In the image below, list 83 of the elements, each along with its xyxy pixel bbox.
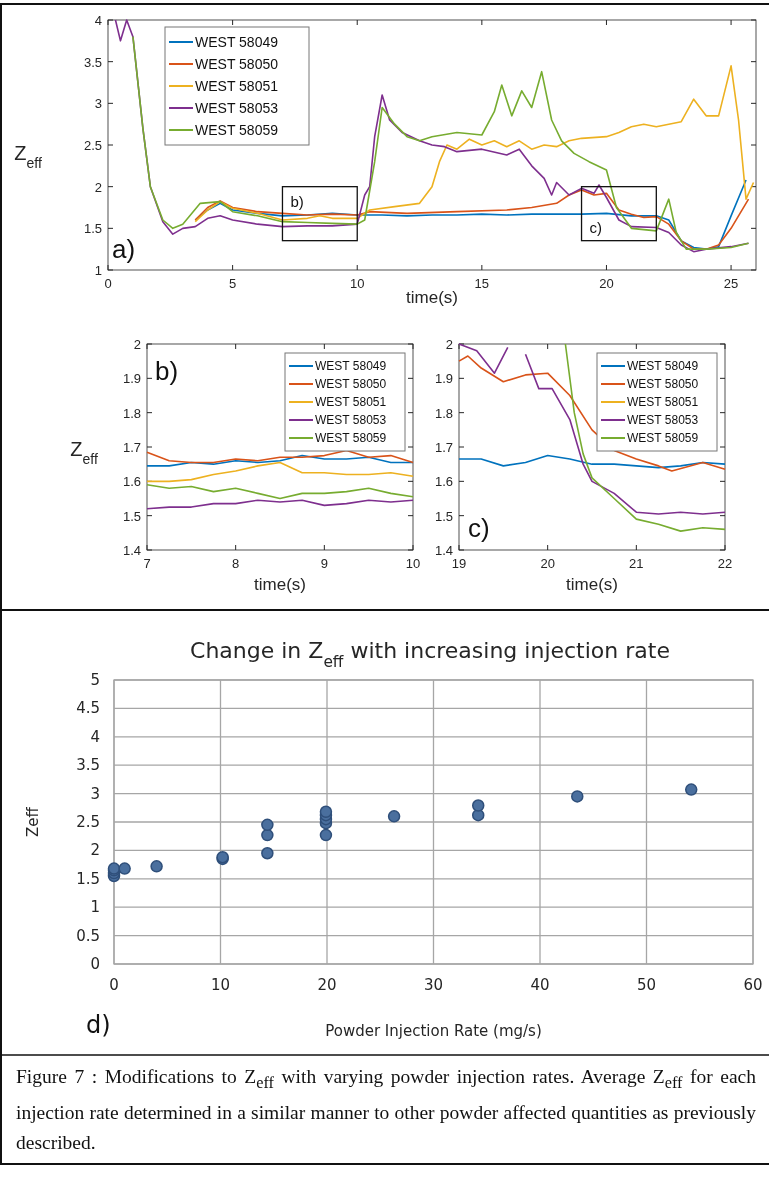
y-tick-label: 1.5 — [434, 508, 453, 524]
y-tick-label: 1.4 — [122, 543, 141, 558]
legend-label: WEST 58050 — [315, 377, 387, 392]
y-tick-label: 1.7 — [122, 440, 141, 455]
y-tick-label: 1 — [90, 898, 100, 917]
x-tick-label: 60 — [743, 976, 763, 994]
y-tick-label: 2.5 — [83, 138, 102, 153]
y-tick-label: 3 — [94, 96, 102, 112]
y-tick-label: 1.5 — [76, 869, 100, 888]
x-tick-label: 20 — [317, 976, 337, 994]
y-axis-title: Z$_{eff}$ — [14, 142, 42, 171]
y-tick-label: 1.6 — [122, 474, 141, 490]
y-tick-label: 5 — [90, 671, 100, 689]
legend-label: WEST 58050 — [627, 377, 699, 392]
text: d) — [86, 1011, 111, 1039]
legend-label: WEST 58049 — [315, 359, 387, 374]
legend-label: WEST 58051 — [627, 395, 699, 410]
legend-label: WEST 58059 — [195, 122, 279, 139]
legend-label: WEST 58051 — [315, 395, 387, 410]
y-tick-label: 1.8 — [434, 405, 453, 421]
y-tick-label: 1.7 — [434, 440, 453, 455]
legend-label: WEST 58053 — [315, 413, 387, 428]
y-tick-label: 0.5 — [76, 926, 100, 945]
x-tick-label: 10 — [405, 556, 421, 571]
legend-label: WEST 58059 — [627, 431, 699, 446]
legend-label: WEST 58049 — [195, 34, 279, 51]
x-tick-label: 10 — [350, 276, 365, 291]
x-axis-title: time(s) — [566, 575, 618, 594]
y-tick-label: 1.5 — [83, 221, 102, 237]
y-tick-label: 1.8 — [122, 405, 141, 421]
y-tick-label: 0 — [90, 955, 100, 973]
x-axis-title: Powder Injection Rate (mg/s) — [325, 1022, 542, 1040]
x-tick-label: 20 — [599, 276, 614, 291]
y-tick-label: 1.9 — [122, 371, 141, 387]
annotation: b) — [290, 192, 304, 210]
y-tick-label: 2 — [445, 337, 453, 352]
x-tick-label: 9 — [320, 556, 328, 571]
x-tick-label: 40 — [530, 976, 550, 994]
legend-label: WEST 58049 — [627, 359, 699, 374]
x-tick-label: 30 — [423, 976, 444, 994]
chart-title: Change in Z$_{eff}$ with increasing injection rate — [190, 638, 670, 671]
x-tick-label: 7 — [143, 556, 151, 571]
y-tick-label: 3.5 — [76, 756, 100, 775]
annotation: b) — [155, 356, 179, 386]
x-tick-label: 50 — [636, 976, 657, 994]
x-tick-label: 15 — [474, 276, 490, 291]
x-tick-label: 21 — [629, 556, 644, 571]
y-tick-label: 2 — [94, 179, 102, 195]
annotation: c) — [589, 218, 603, 236]
y-tick-label: 1.6 — [434, 474, 453, 490]
y-tick-label: 2 — [133, 337, 141, 352]
y-tick-label: 1 — [94, 263, 102, 278]
y-tick-label: 1.9 — [434, 371, 453, 387]
x-axis-title: time(s) — [406, 288, 458, 307]
y-tick-label: 3 — [90, 784, 100, 803]
y-tick-label: 4 — [90, 727, 100, 746]
y-axis-title: Z$_{eff}$ — [70, 438, 98, 467]
y-tick-label: 4 — [94, 13, 102, 28]
annotation: a) — [112, 234, 136, 264]
y-tick-label: 2 — [90, 841, 100, 860]
annotation: c) — [468, 513, 490, 543]
legend-label: WEST 58059 — [315, 431, 387, 446]
x-tick-label: 0 — [109, 976, 119, 994]
x-tick-label: 10 — [210, 976, 231, 994]
legend-label: WEST 58053 — [195, 100, 279, 117]
x-tick-label: 22 — [717, 556, 733, 571]
y-tick-label: 3.5 — [83, 54, 102, 70]
y-tick-label: 1.5 — [122, 508, 141, 524]
x-tick-label: 25 — [723, 276, 739, 291]
y-axis-title: Zeff — [24, 806, 42, 837]
legend-label: WEST 58053 — [627, 413, 699, 428]
y-tick-label: 1.4 — [434, 543, 453, 558]
x-tick-label: 19 — [451, 556, 467, 571]
x-tick-label: 8 — [232, 556, 240, 571]
legend-label: WEST 58051 — [195, 78, 279, 95]
y-tick-label: 2.5 — [76, 813, 100, 831]
x-tick-label: 5 — [229, 276, 237, 291]
x-tick-label: 20 — [540, 556, 555, 571]
x-axis-title: time(s) — [254, 575, 306, 594]
y-tick-label: 4.5 — [76, 699, 100, 718]
caption: Figure 7 : Modifications to Z$_{eff}$ with varying powder injection rates. Average Z$_{eff}$ for each injection rate determined in a similar manner to other powder affected quantities as previously described. — [16, 1065, 757, 1155]
x-tick-label: 0 — [104, 276, 112, 291]
legend-label: WEST 58050 — [195, 56, 279, 73]
